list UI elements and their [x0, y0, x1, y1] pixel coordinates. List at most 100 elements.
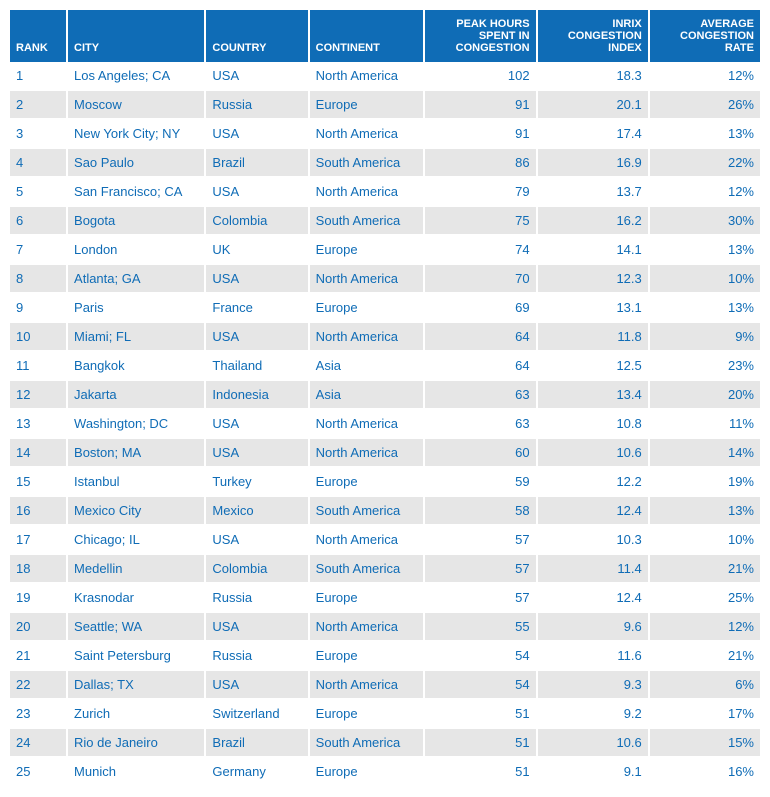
cell-city: Dallas; TX: [67, 670, 205, 699]
cell-city: Sao Paulo: [67, 148, 205, 177]
cell-city: Paris: [67, 293, 205, 322]
cell-rank: 18: [10, 554, 67, 583]
cell-city: Washington; DC: [67, 409, 205, 438]
cell-rank: 12: [10, 380, 67, 409]
cell-peak: 57: [424, 525, 536, 554]
cell-continent: South America: [309, 206, 425, 235]
cell-rate: 9%: [649, 322, 760, 351]
table-row: 14Boston; MAUSANorth America6010.614%: [10, 438, 760, 467]
cell-country: Brazil: [205, 148, 308, 177]
cell-rank: 20: [10, 612, 67, 641]
cell-country: USA: [205, 438, 308, 467]
cell-rank: 1: [10, 62, 67, 90]
cell-city: Istanbul: [67, 467, 205, 496]
cell-continent: North America: [309, 322, 425, 351]
cell-peak: 54: [424, 641, 536, 670]
cell-rate: 13%: [649, 235, 760, 264]
cell-city: Chicago; IL: [67, 525, 205, 554]
cell-peak: 51: [424, 757, 536, 786]
cell-rate: 22%: [649, 148, 760, 177]
cell-continent: Europe: [309, 583, 425, 612]
cell-continent: North America: [309, 264, 425, 293]
cell-rate: 12%: [649, 62, 760, 90]
cell-continent: Europe: [309, 293, 425, 322]
cell-peak: 60: [424, 438, 536, 467]
cell-country: Mexico: [205, 496, 308, 525]
cell-rate: 13%: [649, 496, 760, 525]
cell-continent: Europe: [309, 235, 425, 264]
cell-peak: 63: [424, 380, 536, 409]
cell-rank: 9: [10, 293, 67, 322]
cell-city: Krasnodar: [67, 583, 205, 612]
cell-inrix: 12.4: [537, 583, 649, 612]
cell-continent: South America: [309, 148, 425, 177]
table-row: 17Chicago; ILUSANorth America5710.310%: [10, 525, 760, 554]
cell-city: San Francisco; CA: [67, 177, 205, 206]
cell-rate: 10%: [649, 525, 760, 554]
cell-inrix: 17.4: [537, 119, 649, 148]
cell-continent: Europe: [309, 467, 425, 496]
cell-inrix: 9.3: [537, 670, 649, 699]
cell-continent: South America: [309, 554, 425, 583]
table-row: 21Saint PetersburgRussiaEurope5411.621%: [10, 641, 760, 670]
cell-peak: 70: [424, 264, 536, 293]
cell-rate: 17%: [649, 699, 760, 728]
cell-city: Zurich: [67, 699, 205, 728]
table-row: 18MedellinColombiaSouth America5711.421%: [10, 554, 760, 583]
cell-continent: North America: [309, 119, 425, 148]
cell-inrix: 12.5: [537, 351, 649, 380]
cell-continent: North America: [309, 62, 425, 90]
cell-city: Seattle; WA: [67, 612, 205, 641]
cell-inrix: 11.6: [537, 641, 649, 670]
cell-continent: Asia: [309, 380, 425, 409]
cell-city: New York City; NY: [67, 119, 205, 148]
cell-rank: 6: [10, 206, 67, 235]
cell-peak: 86: [424, 148, 536, 177]
cell-country: USA: [205, 670, 308, 699]
cell-inrix: 13.4: [537, 380, 649, 409]
table-row: 2MoscowRussiaEurope9120.126%: [10, 90, 760, 119]
table-row: 25MunichGermanyEurope519.116%: [10, 757, 760, 786]
cell-rate: 14%: [649, 438, 760, 467]
cell-continent: North America: [309, 438, 425, 467]
congestion-table: RANK CITY COUNTRY CONTINENT PEAK HOURS S…: [10, 10, 760, 787]
cell-inrix: 9.1: [537, 757, 649, 786]
table-row: 8Atlanta; GAUSANorth America7012.310%: [10, 264, 760, 293]
cell-peak: 64: [424, 351, 536, 380]
cell-peak: 64: [424, 322, 536, 351]
cell-country: Thailand: [205, 351, 308, 380]
cell-country: USA: [205, 177, 308, 206]
cell-inrix: 9.6: [537, 612, 649, 641]
cell-inrix: 10.3: [537, 525, 649, 554]
cell-rank: 4: [10, 148, 67, 177]
cell-rate: 21%: [649, 554, 760, 583]
cell-inrix: 12.4: [537, 496, 649, 525]
cell-country: UK: [205, 235, 308, 264]
table-body: 1Los Angeles; CAUSANorth America10218.31…: [10, 62, 760, 786]
cell-city: Munich: [67, 757, 205, 786]
cell-rate: 13%: [649, 293, 760, 322]
cell-peak: 79: [424, 177, 536, 206]
cell-rate: 13%: [649, 119, 760, 148]
cell-city: Rio de Janeiro: [67, 728, 205, 757]
cell-rank: 5: [10, 177, 67, 206]
cell-rank: 15: [10, 467, 67, 496]
cell-city: Bogota: [67, 206, 205, 235]
table-row: 5San Francisco; CAUSANorth America7913.7…: [10, 177, 760, 206]
cell-inrix: 12.3: [537, 264, 649, 293]
cell-continent: South America: [309, 728, 425, 757]
cell-rank: 14: [10, 438, 67, 467]
cell-rank: 16: [10, 496, 67, 525]
cell-country: USA: [205, 612, 308, 641]
cell-city: Atlanta; GA: [67, 264, 205, 293]
cell-country: Brazil: [205, 728, 308, 757]
cell-city: Medellin: [67, 554, 205, 583]
cell-city: London: [67, 235, 205, 264]
table-row: 19KrasnodarRussiaEurope5712.425%: [10, 583, 760, 612]
cell-continent: Asia: [309, 351, 425, 380]
table-row: 3New York City; NYUSANorth America9117.4…: [10, 119, 760, 148]
table-header: RANK CITY COUNTRY CONTINENT PEAK HOURS S…: [10, 10, 760, 62]
cell-peak: 55: [424, 612, 536, 641]
cell-country: USA: [205, 119, 308, 148]
cell-rank: 17: [10, 525, 67, 554]
